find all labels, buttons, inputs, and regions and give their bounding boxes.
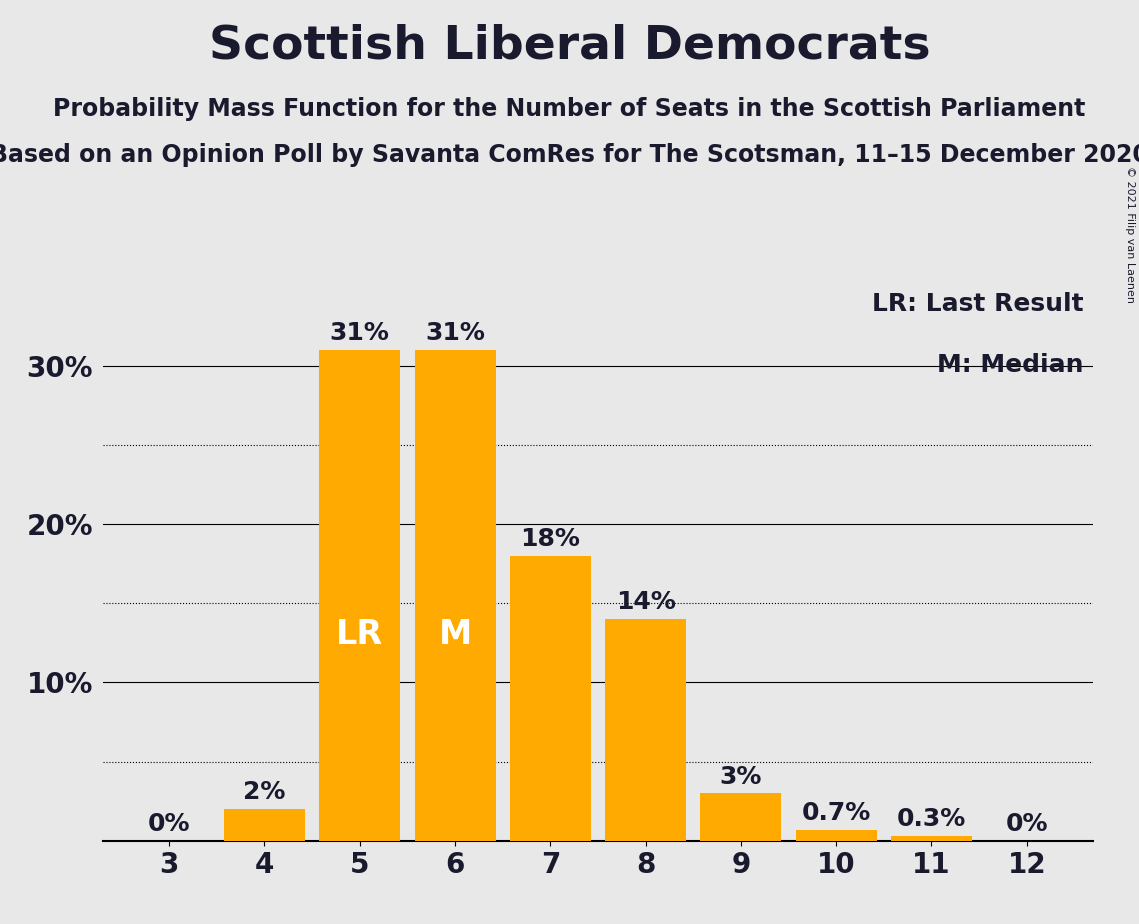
Text: 2%: 2%	[244, 781, 286, 805]
Bar	[796, 830, 877, 841]
Text: Scottish Liberal Democrats: Scottish Liberal Democrats	[208, 23, 931, 68]
Bar	[319, 350, 400, 841]
Text: 0%: 0%	[1006, 812, 1048, 836]
Text: M: Median: M: Median	[937, 353, 1083, 377]
Text: 31%: 31%	[330, 321, 390, 345]
Bar	[510, 555, 591, 841]
Bar	[891, 836, 972, 841]
Text: LR: LR	[336, 618, 384, 651]
Text: 31%: 31%	[425, 321, 485, 345]
Text: 14%: 14%	[616, 590, 675, 614]
Text: LR: Last Result: LR: Last Result	[872, 292, 1083, 316]
Text: © 2021 Filip van Laenen: © 2021 Filip van Laenen	[1125, 166, 1134, 303]
Bar	[224, 809, 305, 841]
Text: Probability Mass Function for the Number of Seats in the Scottish Parliament: Probability Mass Function for the Number…	[54, 97, 1085, 121]
Bar	[605, 619, 686, 841]
Text: 3%: 3%	[720, 764, 762, 788]
Text: 0.3%: 0.3%	[896, 808, 966, 832]
Text: 0.7%: 0.7%	[802, 801, 871, 825]
Text: 18%: 18%	[521, 527, 580, 551]
Bar	[700, 794, 781, 841]
Text: Based on an Opinion Poll by Savanta ComRes for The Scotsman, 11–15 December 2020: Based on an Opinion Poll by Savanta ComR…	[0, 143, 1139, 167]
Bar	[415, 350, 495, 841]
Text: M: M	[439, 618, 472, 651]
Text: 0%: 0%	[148, 812, 190, 836]
